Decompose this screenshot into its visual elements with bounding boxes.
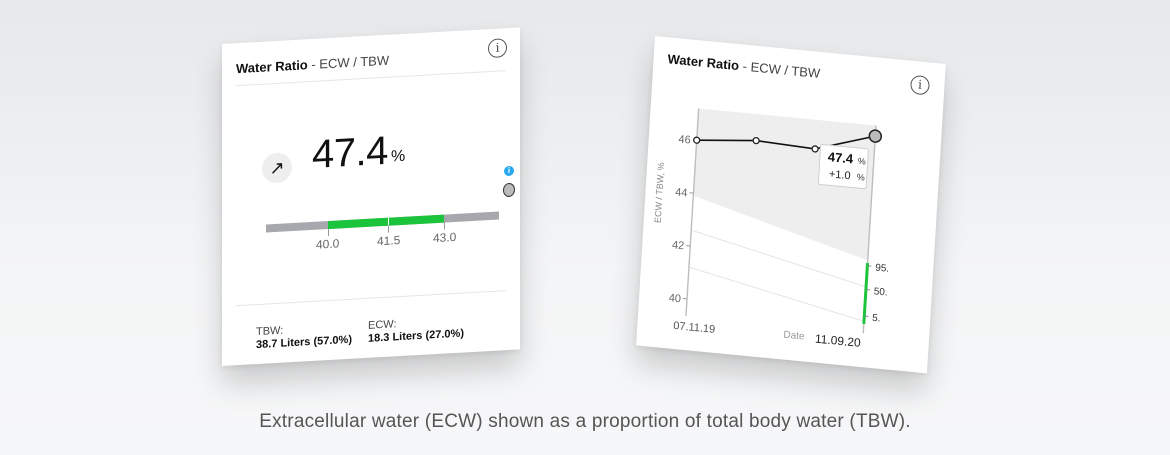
x-start-label: 07.11.19 (673, 320, 716, 336)
range-tick-label: 43.0 (433, 229, 457, 246)
x-axis-label: Date (783, 330, 805, 343)
current-value-marker (503, 182, 515, 198)
range-tick (388, 225, 389, 233)
data-point (868, 129, 883, 143)
reference-range-bar (266, 211, 499, 233)
range-tick (328, 229, 329, 237)
tooltip-unit: % (857, 156, 866, 167)
data-point (693, 136, 701, 144)
data-point (811, 145, 819, 153)
percentile-label: 50. (873, 286, 888, 298)
info-icon[interactable]: i (488, 38, 507, 59)
divider (236, 290, 506, 307)
info-badge-icon[interactable]: i (504, 165, 514, 177)
ratio-value: 47.4 (312, 128, 388, 177)
y-axis-label: ECW / TBW, % (653, 162, 667, 224)
y-tick-label: 44 (675, 186, 688, 199)
x-end-label: 11.09.20 (815, 332, 862, 350)
ratio-unit: % (391, 147, 406, 166)
y-tick-label: 46 (678, 133, 691, 146)
ecw-label: ECW: (368, 318, 397, 332)
percentile-bar (862, 262, 870, 325)
range-tick-label: 41.5 (377, 233, 401, 249)
range-tick (444, 222, 445, 230)
percentile-label: 5. (872, 313, 881, 325)
water-ratio-summary-card: Water Ratio - ECW / TBW i ↗ 47.4 % 40.0 … (222, 27, 520, 367)
caption: Extracellular water (ECW) shown as a pro… (259, 411, 911, 432)
tbw-label: TBW: (256, 324, 284, 339)
arrow-up-right-icon: ↗ (262, 152, 292, 184)
range-tick-label: 40.0 (316, 236, 340, 252)
tooltip-value: 47.4 (828, 149, 855, 166)
tooltip-box (817, 144, 869, 190)
tooltip-change: +1.0 (829, 168, 851, 182)
card-title-sub: - ECW / TBW (307, 52, 390, 73)
tooltip-change-unit: % (856, 172, 865, 183)
data-point (752, 136, 760, 145)
series-line (696, 135, 876, 150)
card-title: Water Ratio - ECW / TBW (236, 53, 389, 77)
water-ratio-chart-card: Water Ratio - ECW / TBW i 46 44 42 40 ECW / … (636, 36, 946, 374)
y-tick-label: 42 (672, 239, 685, 252)
percentile-label: 95. (875, 262, 890, 274)
ratio-history-chart: 46 44 42 40 ECW / TBW, % 95. 50. 5. 47.4 % +1.0 % 07… (653, 108, 890, 350)
range-separator (388, 217, 389, 226)
guide-line (691, 229, 867, 288)
range-green-segment (328, 214, 444, 230)
y-tick-label: 40 (668, 292, 681, 305)
card-title-main: Water Ratio (236, 57, 308, 77)
guide-line (688, 266, 865, 322)
